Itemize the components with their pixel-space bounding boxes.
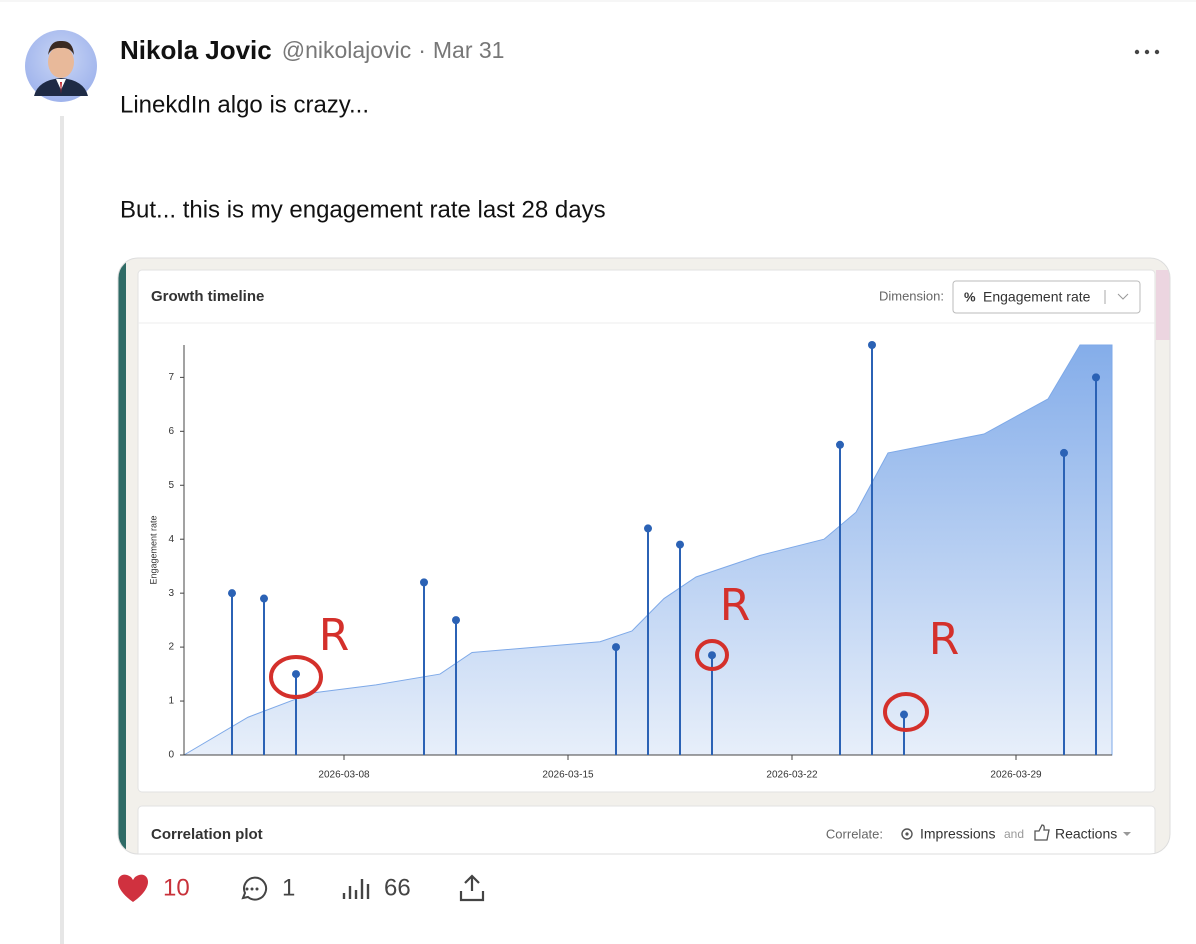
dimension-value[interactable]: Engagement rate [983, 289, 1091, 305]
dimension-icon: % [964, 289, 976, 304]
thread-line [60, 116, 64, 944]
x-tick-label: 2026-03-29 [990, 770, 1042, 781]
dot [868, 341, 876, 349]
dot [1060, 448, 1068, 457]
y-tick-label: 5 [168, 480, 174, 491]
y-tick-label: 3 [168, 588, 174, 599]
y-tick-label: 2 [168, 642, 174, 653]
dot [452, 616, 460, 625]
dot [708, 651, 716, 660]
post-text: LinekdIn algo is crazy... [120, 91, 369, 118]
panel-title: Growth timeline [151, 288, 264, 305]
correlate-label: Correlate: [826, 826, 883, 841]
post-text: But... this is my engagement rate last 2… [120, 196, 606, 223]
dot [1092, 373, 1100, 382]
annotation: R [929, 614, 960, 665]
annotation-circle [695, 639, 729, 671]
dot [836, 440, 844, 449]
y-tick-label: 4 [168, 534, 174, 545]
annotation-circle [883, 692, 929, 732]
share-icon[interactable] [459, 874, 485, 902]
dot [228, 589, 236, 598]
x-tick-label: 2026-03-22 [766, 770, 818, 781]
correlate-join: and [1004, 827, 1024, 841]
separator: · [418, 37, 426, 63]
dot [420, 578, 428, 587]
correlate-option[interactable]: Reactions [1055, 826, 1117, 842]
image-border [117, 257, 1171, 855]
y-tick-label: 7 [168, 372, 174, 383]
views-icon[interactable] [342, 879, 370, 899]
avatar[interactable] [25, 30, 97, 102]
more-menu[interactable] [1134, 49, 1160, 55]
like-icon[interactable] [117, 874, 149, 902]
dot [260, 594, 268, 603]
annotation: R [720, 580, 751, 631]
y-tick-label: 1 [168, 696, 174, 707]
like-count: 10 [163, 874, 190, 901]
annotation: R [319, 610, 350, 661]
dot [612, 643, 620, 652]
x-tick-label: 2026-03-15 [542, 770, 594, 781]
annotation-circle [269, 655, 323, 699]
area [182, 344, 1113, 756]
reply-count: 1 [282, 874, 295, 901]
dimension-label: Dimension: [879, 288, 944, 303]
dot [292, 670, 300, 679]
dot [900, 710, 908, 719]
x-tick-label: 2026-03-08 [318, 770, 370, 781]
y-tick-label: 6 [168, 426, 174, 437]
handle[interactable]: @nikolajovic [282, 37, 411, 63]
dot [676, 540, 684, 549]
reply-icon[interactable] [241, 876, 268, 901]
image[interactable]: 0 1 2 3 4 5 6 7 2026-03-08 2026-03-15 2026-03-22 20… [118, 258, 1170, 866]
y-axis-label: Engagement rate [148, 515, 158, 584]
date[interactable]: Mar 31 [433, 37, 505, 63]
author[interactable]: Nikola Jovic [120, 35, 272, 65]
correlate-option[interactable]: Impressions [920, 826, 995, 842]
view-count: 66 [384, 874, 411, 901]
y-tick-label: 0 [168, 750, 174, 761]
panel-title: Correlation plot [151, 826, 263, 843]
dot [644, 524, 652, 533]
